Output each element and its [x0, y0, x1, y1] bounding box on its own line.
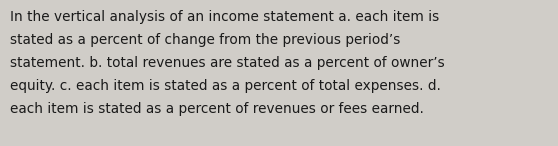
- Text: equity. c. each item is stated as a percent of total expenses. d.: equity. c. each item is stated as a perc…: [10, 79, 441, 93]
- Text: In the vertical analysis of an income statement a. each item is: In the vertical analysis of an income st…: [10, 10, 439, 24]
- Text: stated as a percent of change from the previous period’s: stated as a percent of change from the p…: [10, 33, 401, 47]
- Text: statement. b. total revenues are stated as a percent of owner’s: statement. b. total revenues are stated …: [10, 56, 445, 70]
- Text: each item is stated as a percent of revenues or fees earned.: each item is stated as a percent of reve…: [10, 102, 424, 116]
